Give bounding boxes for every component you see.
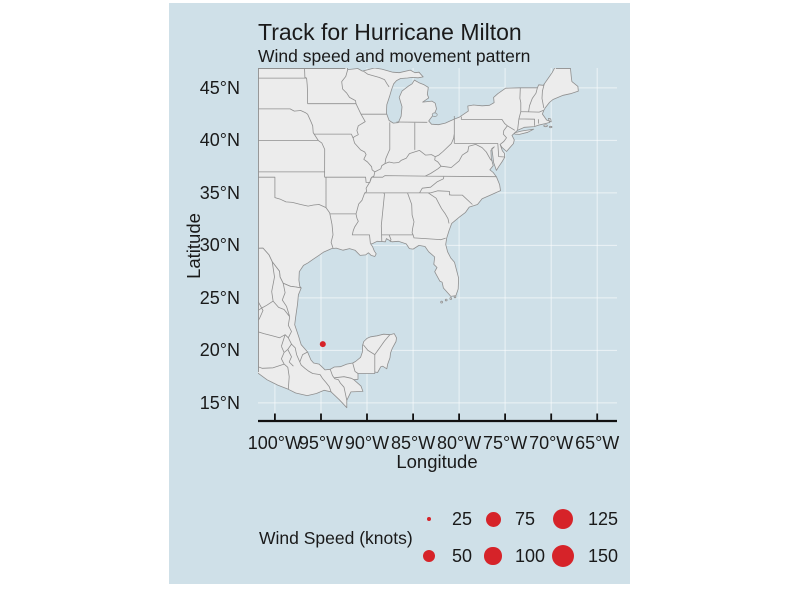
legend-size-marker-50 xyxy=(422,549,436,563)
x-tick-label: 95°W xyxy=(298,433,344,453)
legend-value-label: 100 xyxy=(515,546,546,566)
chart-subtitle: Wind speed and movement pattern xyxy=(258,46,531,66)
nantucket-island xyxy=(549,125,553,129)
legend-size-marker-100 xyxy=(484,547,502,565)
y-tick-label: 20°N xyxy=(199,340,240,361)
us-landmass xyxy=(258,68,579,297)
legend-value-label: 25 xyxy=(452,509,473,529)
florida-keys-islet xyxy=(453,295,457,299)
panel-clip-edges xyxy=(258,68,571,372)
x-tick-label: 100°W xyxy=(247,433,303,453)
y-tick-label: 30°N xyxy=(199,235,240,256)
legend-size-marker-25 xyxy=(426,516,432,522)
legend-value-label: 50 xyxy=(452,546,473,566)
x-axis-ticks xyxy=(273,413,599,420)
legend-size-marker-150 xyxy=(551,544,575,568)
legend-size-marker-125 xyxy=(552,508,574,530)
legend-title: Wind Speed (knots) xyxy=(259,528,413,548)
legend-value-label: 75 xyxy=(515,509,536,529)
marthas-vineyard-island xyxy=(543,124,548,128)
x-tick-label: 85°W xyxy=(390,433,436,453)
mexico-landmass xyxy=(258,247,397,409)
florida-keys-islet xyxy=(440,300,443,304)
florida-keys-islet xyxy=(449,297,453,300)
legend-value-label: 150 xyxy=(588,546,619,566)
x-tick-label: 75°W xyxy=(482,433,528,453)
lake-st-clair xyxy=(431,112,438,117)
y-tick-label: 35°N xyxy=(199,182,240,203)
legend-size-marker-75 xyxy=(485,511,501,527)
chart-title: Track for Hurricane Milton xyxy=(258,19,522,45)
x-tick-label: 70°W xyxy=(529,433,574,453)
y-tick-label: 40°N xyxy=(199,130,240,151)
x-tick-label: 80°W xyxy=(436,433,482,453)
y-tick-label: 45°N xyxy=(199,77,240,98)
legend-value-label: 125 xyxy=(588,509,619,529)
map-panel xyxy=(258,68,617,423)
florida-keys-islet xyxy=(444,298,448,302)
state-borders xyxy=(258,68,545,401)
x-axis-title: Longitude xyxy=(396,451,478,472)
figure-canvas: Track for Hurricane Milton Wind speed an… xyxy=(169,3,630,584)
hurricane-track-point xyxy=(319,341,326,348)
y-axis-title: Latitude xyxy=(183,213,204,279)
x-tick-label: 90°W xyxy=(344,433,390,453)
x-tick-label: 65°W xyxy=(575,433,620,453)
y-tick-label: 25°N xyxy=(199,287,240,308)
long-island xyxy=(514,128,535,135)
y-tick-label: 15°N xyxy=(199,392,240,413)
